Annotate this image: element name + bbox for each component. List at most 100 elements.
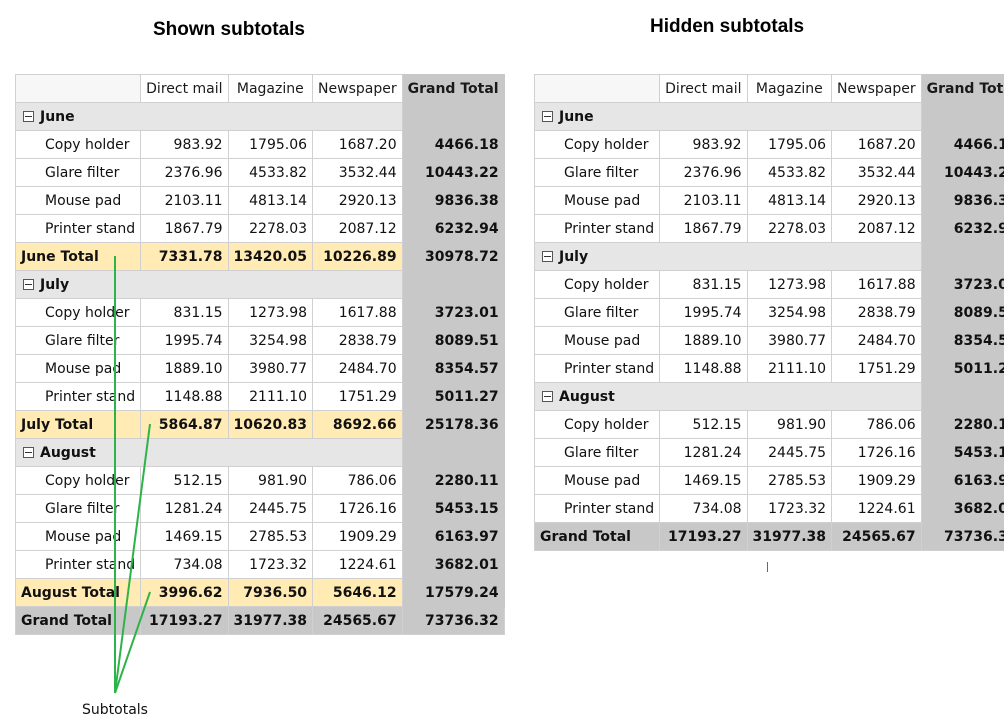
data-cell[interactable]: 2103.11	[659, 186, 748, 215]
column-header-direct-mail[interactable]: Direct mail	[140, 74, 229, 103]
data-cell[interactable]: 1867.79	[659, 214, 748, 243]
data-cell[interactable]: 1751.29	[831, 354, 922, 383]
row-grand-total-cell[interactable]: 6232.94	[920, 214, 1004, 243]
row-grand-total-cell[interactable]: 5011.27	[920, 354, 1004, 383]
subtotal-cell[interactable]: 3996.62	[140, 578, 229, 607]
row-grand-total-cell[interactable]: 3682.01	[401, 550, 505, 579]
group-header-august[interactable]: August	[534, 382, 922, 411]
column-header-magazine[interactable]: Magazine	[746, 74, 833, 103]
subtotal-cell[interactable]: 7331.78	[140, 242, 229, 271]
data-cell[interactable]: 983.92	[659, 130, 748, 159]
subtotal-grand-total-cell[interactable]: 30978.72	[401, 242, 505, 271]
column-header-grand-total[interactable]: Grand Total	[401, 74, 505, 103]
data-cell[interactable]: 2087.12	[312, 214, 403, 243]
data-cell[interactable]: 1795.06	[227, 130, 314, 159]
row-grand-total-cell[interactable]: 3682.01	[920, 494, 1004, 523]
grand-total-overall-cell[interactable]: 73736.32	[401, 606, 505, 635]
subtotal-cell[interactable]: 10226.89	[312, 242, 403, 271]
subtotal-cell[interactable]: 7936.50	[227, 578, 314, 607]
row-grand-total-cell[interactable]: 8354.57	[920, 326, 1004, 355]
data-cell[interactable]: 983.92	[140, 130, 229, 159]
data-cell[interactable]: 3980.77	[227, 354, 314, 383]
data-cell[interactable]: 2838.79	[312, 326, 403, 355]
column-header-newspaper[interactable]: Newspaper	[312, 74, 403, 103]
collapse-toggle-icon[interactable]	[23, 279, 34, 290]
grand-total-cell[interactable]: 17193.27	[140, 606, 229, 635]
data-cell[interactable]: 1726.16	[831, 438, 922, 467]
row-grand-total-cell[interactable]: 4466.18	[401, 130, 505, 159]
row-grand-total-cell[interactable]: 8089.51	[401, 326, 505, 355]
row-header-label[interactable]: Printer stand	[14, 382, 142, 411]
data-cell[interactable]: 4813.14	[227, 186, 314, 215]
data-cell[interactable]: 1751.29	[312, 382, 403, 411]
row-header-label[interactable]: Copy holder	[533, 130, 661, 159]
row-header-label[interactable]: Glare filter	[14, 158, 142, 187]
collapse-toggle-icon[interactable]	[542, 251, 553, 262]
data-cell[interactable]: 2111.10	[746, 354, 833, 383]
data-cell[interactable]: 2376.96	[659, 158, 748, 187]
data-cell[interactable]: 512.15	[659, 410, 748, 439]
data-cell[interactable]: 1889.10	[659, 326, 748, 355]
collapse-toggle-icon[interactable]	[542, 111, 553, 122]
grand-total-overall-cell[interactable]: 73736.32	[920, 522, 1004, 551]
data-cell[interactable]: 1909.29	[831, 466, 922, 495]
data-cell[interactable]: 1909.29	[312, 522, 403, 551]
data-cell[interactable]: 4533.82	[746, 158, 833, 187]
row-grand-total-cell[interactable]: 2280.11	[920, 410, 1004, 439]
data-cell[interactable]: 1726.16	[312, 494, 403, 523]
row-header-label[interactable]: Printer stand	[533, 354, 661, 383]
data-cell[interactable]: 2445.75	[746, 438, 833, 467]
data-cell[interactable]: 1687.20	[831, 130, 922, 159]
row-header-label[interactable]: Glare filter	[533, 298, 661, 327]
data-cell[interactable]: 1889.10	[140, 354, 229, 383]
row-header-label[interactable]: Copy holder	[533, 270, 661, 299]
data-cell[interactable]: 1995.74	[140, 326, 229, 355]
data-cell[interactable]: 2785.53	[227, 522, 314, 551]
collapse-toggle-icon[interactable]	[23, 447, 34, 458]
subtotal-grand-total-cell[interactable]: 25178.36	[401, 410, 505, 439]
row-grand-total-cell[interactable]: 3723.01	[920, 270, 1004, 299]
collapse-toggle-icon[interactable]	[542, 391, 553, 402]
collapse-toggle-icon[interactable]	[23, 111, 34, 122]
row-grand-total-cell[interactable]: 5453.15	[401, 494, 505, 523]
row-header-label[interactable]: Glare filter	[14, 494, 142, 523]
row-grand-total-cell[interactable]: 3723.01	[401, 298, 505, 327]
subtotal-grand-total-cell[interactable]: 17579.24	[401, 578, 505, 607]
data-cell[interactable]: 1723.32	[746, 494, 833, 523]
row-grand-total-cell[interactable]: 9836.38	[401, 186, 505, 215]
row-header-label[interactable]: Printer stand	[533, 494, 661, 523]
data-cell[interactable]: 831.15	[140, 298, 229, 327]
data-cell[interactable]: 831.15	[659, 270, 748, 299]
data-cell[interactable]: 981.90	[227, 466, 314, 495]
group-header-august[interactable]: August	[15, 438, 403, 467]
grand-total-cell[interactable]: 24565.67	[312, 606, 403, 635]
data-cell[interactable]: 2445.75	[227, 494, 314, 523]
row-header-label[interactable]: Mouse pad	[533, 466, 661, 495]
column-header-direct-mail[interactable]: Direct mail	[659, 74, 748, 103]
data-cell[interactable]: 1148.88	[140, 382, 229, 411]
row-grand-total-cell[interactable]: 9836.38	[920, 186, 1004, 215]
data-cell[interactable]: 2920.13	[312, 186, 403, 215]
row-grand-total-cell[interactable]: 8089.51	[920, 298, 1004, 327]
column-header-newspaper[interactable]: Newspaper	[831, 74, 922, 103]
row-grand-total-cell[interactable]: 6232.94	[401, 214, 505, 243]
row-grand-total-cell[interactable]: 4466.18	[920, 130, 1004, 159]
data-cell[interactable]: 1273.98	[746, 270, 833, 299]
subtotal-cell[interactable]: 5646.12	[312, 578, 403, 607]
grand-total-cell[interactable]: 17193.27	[659, 522, 748, 551]
subtotal-label[interactable]: June Total	[14, 242, 142, 271]
row-header-label[interactable]: Printer stand	[14, 214, 142, 243]
row-grand-total-cell[interactable]: 8354.57	[401, 354, 505, 383]
data-cell[interactable]: 1723.32	[227, 550, 314, 579]
row-header-label[interactable]: Mouse pad	[14, 354, 142, 383]
row-header-label[interactable]: Copy holder	[14, 466, 142, 495]
data-cell[interactable]: 786.06	[312, 466, 403, 495]
data-cell[interactable]: 1148.88	[659, 354, 748, 383]
row-grand-total-cell[interactable]: 6163.97	[401, 522, 505, 551]
grand-total-label[interactable]: Grand Total	[533, 522, 661, 551]
subtotal-label[interactable]: August Total	[14, 578, 142, 607]
data-cell[interactable]: 2087.12	[831, 214, 922, 243]
data-cell[interactable]: 2838.79	[831, 298, 922, 327]
subtotal-cell[interactable]: 5864.87	[140, 410, 229, 439]
data-cell[interactable]: 3254.98	[746, 298, 833, 327]
